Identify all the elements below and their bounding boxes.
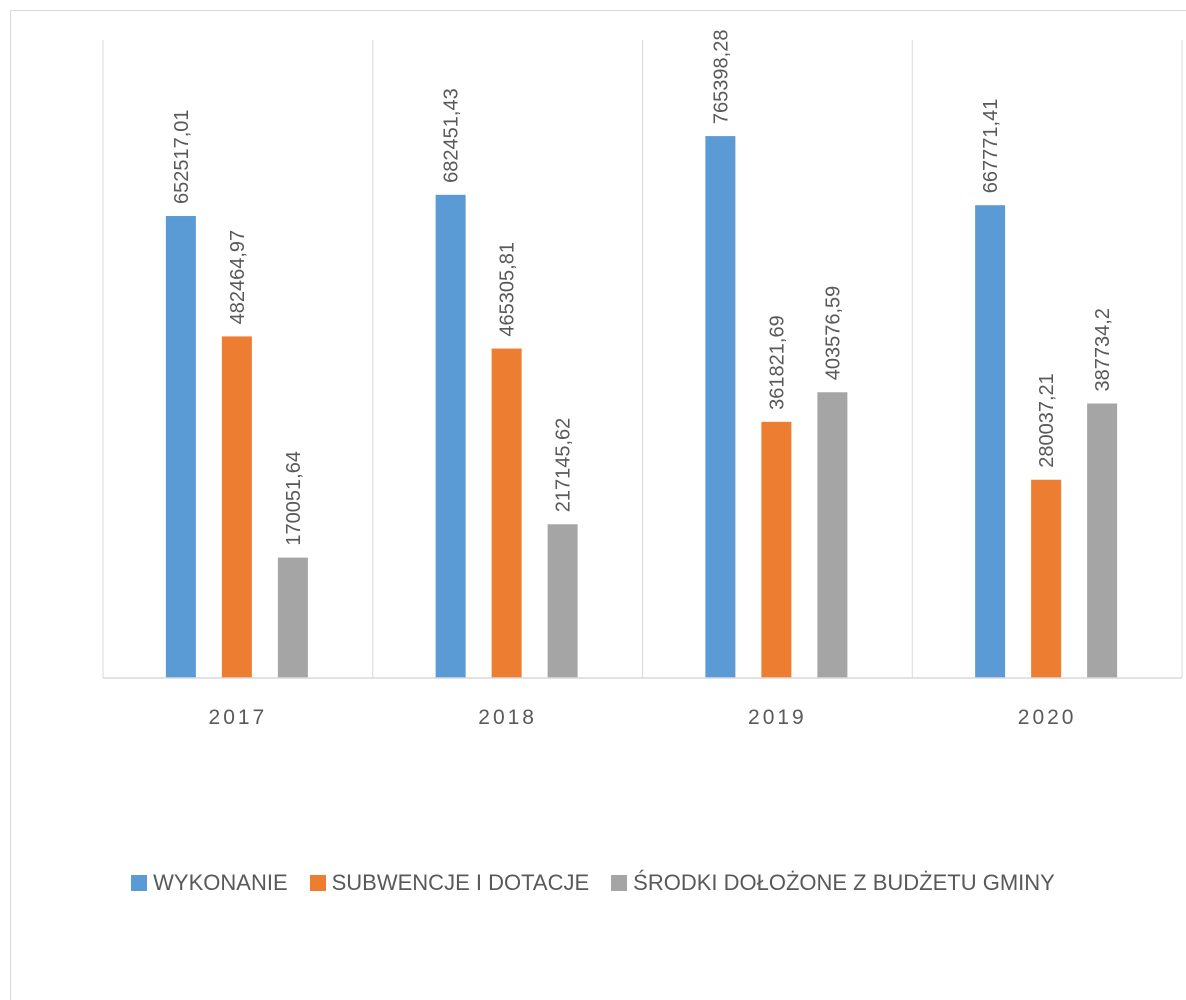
bar-2017-series-3 [277,557,308,678]
bar-2020-series-3 [1087,403,1118,678]
data-label-2020-series-3: 387734,2 [1092,308,1114,391]
bar-2018-series-2 [491,348,522,678]
data-label-2017-series-2: 482464,97 [227,230,249,325]
bar-2019-series-2 [761,421,792,678]
data-label-2020-series-2: 280037,21 [1036,373,1058,468]
legend-label: WYKONANIE [153,870,288,895]
data-label-2018-series-3: 217145,62 [553,418,575,513]
legend-swatch [611,875,628,891]
data-label-2019-series-2: 361821,69 [766,315,788,410]
legend-swatch [131,875,148,891]
data-labels: 652517,01 482464,97 170051,64 682451,43 4653… [171,30,1114,546]
bar-2018-series-1 [435,194,466,678]
bar-2017-series-1 [165,216,196,679]
legend-swatch [309,875,326,891]
legend-item-2: SUBWENCJE I DOTACJE [309,870,590,896]
bars [165,136,1118,679]
x-tick-label-2020: 2020 [1018,706,1077,729]
data-label-2017-series-1: 652517,01 [171,109,193,204]
x-axis-tick-labels: 2017 2018 2019 2020 [209,706,1077,729]
data-label-2018-series-1: 682451,43 [441,88,463,183]
chart-frame [10,10,1186,1000]
legend-item-3: ŚRODKI DOŁOŻONE Z BUDŻETU GMINY [611,870,1055,896]
bar-2020-series-2 [1031,479,1062,678]
legend: WYKONANIE SUBWENCJE I DOTACJE ŚRODKI DOŁOŻ… [0,870,1186,896]
data-label-2018-series-2: 465305,81 [497,242,519,337]
x-tick-label-2018: 2018 [478,706,537,729]
bar-2017-series-2 [221,336,252,678]
bar-2019-series-1 [705,136,736,678]
legend-item-1: WYKONANIE [131,870,288,896]
data-label-2019-series-1: 765398,28 [710,30,732,125]
data-label-2020-series-1: 667771,41 [980,99,1002,194]
legend-label: ŚRODKI DOŁOŻONE Z BUDŻETU GMINY [633,870,1055,895]
category-dividers [102,40,1183,678]
data-label-2019-series-3: 403576,59 [822,286,844,381]
bar-2020-series-1 [975,205,1006,678]
x-tick-label-2017: 2017 [209,706,268,729]
data-label-2017-series-3: 170051,64 [283,451,305,546]
legend-label: SUBWENCJE I DOTACJE [331,870,590,895]
x-tick-label-2019: 2019 [748,706,807,729]
bar-2019-series-3 [817,392,848,678]
bar-2018-series-3 [547,524,578,678]
